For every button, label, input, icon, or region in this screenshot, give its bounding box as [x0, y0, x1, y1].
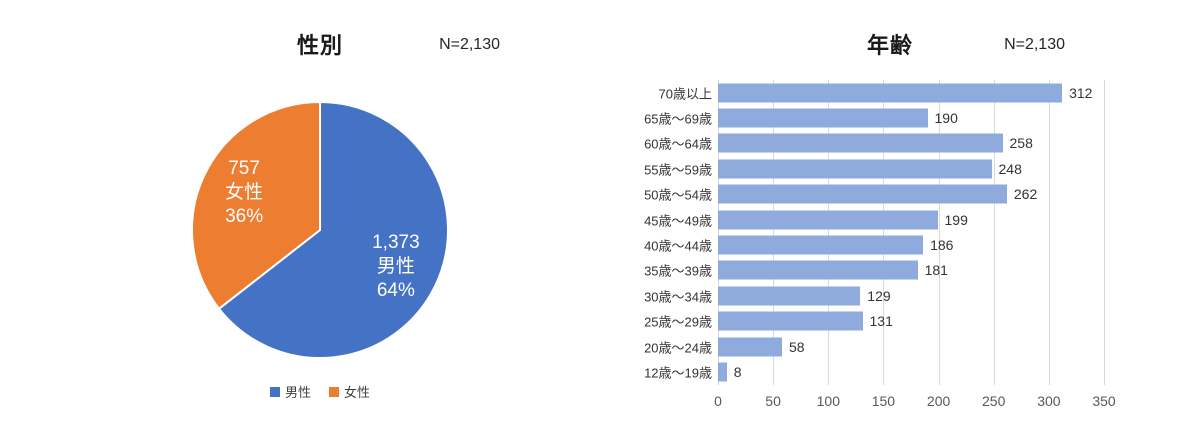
bar — [718, 159, 992, 179]
bar-row: 70歳以上 312 — [620, 80, 1160, 105]
gender-pie-chart: 1,373 男性 64% 757 女性 36% — [190, 100, 450, 360]
value-label: 312 — [1069, 84, 1093, 101]
x-tick-label: 0 — [714, 392, 722, 409]
bar — [718, 260, 918, 280]
age-bar-chart-panel: 年齢 N=2,130 0 50 100 150 200 250 300 350 70歳以上 312… — [620, 20, 1160, 425]
bar-row: 12歳〜19歳 8 — [620, 359, 1160, 384]
pie-svg — [191, 100, 449, 359]
pie-slice-label-女性: 757 女性 36% — [225, 157, 264, 227]
gridline — [938, 80, 940, 385]
pie-sample-size-label: N=2,130 — [439, 36, 500, 53]
bar — [718, 337, 782, 357]
legend-swatch-icon — [269, 386, 280, 397]
value-label: 8 — [733, 364, 742, 381]
x-tick-label: 100 — [816, 392, 840, 409]
pie-chart-title: 性別 — [296, 33, 343, 58]
x-tick-label: 250 — [982, 392, 1006, 409]
legend-label: 男性 — [284, 385, 311, 400]
bar-row: 35歳〜39歳 181 — [620, 258, 1160, 283]
x-tick-label: 150 — [871, 392, 896, 409]
legend-swatch-icon — [329, 386, 339, 397]
bar-row: 20歳〜24歳 58 — [620, 334, 1160, 359]
category-label: 35歳〜39歳 — [644, 263, 712, 279]
gridline — [1048, 80, 1050, 385]
value-label: 129 — [867, 287, 891, 304]
category-label: 70歳以上 — [658, 86, 712, 102]
bar-row: 30歳〜34歳 129 — [620, 283, 1160, 308]
legend-item-男性: 男性 — [269, 382, 311, 401]
pie-slice-女性 — [191, 100, 321, 311]
category-label: 30歳〜34歳 — [644, 289, 712, 305]
value-label: 58 — [789, 338, 805, 355]
bar-row: 55歳〜59歳 248 — [620, 156, 1160, 181]
bar-row: 25歳〜29歳 131 — [620, 309, 1160, 334]
gridline — [773, 80, 775, 385]
legend-item-女性: 女性 — [329, 382, 370, 401]
category-label: 25歳〜29歳 — [644, 314, 712, 330]
x-tick-label: 300 — [1037, 392, 1061, 409]
gridline — [718, 80, 719, 385]
category-label: 40歳〜44歳 — [644, 238, 712, 254]
category-label: 60歳〜64歳 — [644, 136, 712, 152]
category-label: 12歳〜19歳 — [644, 365, 712, 381]
gridline — [993, 80, 995, 385]
value-label: 258 — [1009, 135, 1033, 152]
category-label: 55歳〜59歳 — [644, 162, 712, 178]
bar-row: 60歳〜64歳 258 — [620, 131, 1160, 156]
age-bar-chart: 0 50 100 150 200 250 300 350 70歳以上 312 65歳〜69歳 190 6… — [620, 80, 1160, 425]
bar — [718, 311, 863, 331]
bar — [718, 184, 1007, 204]
value-label: 131 — [869, 313, 893, 330]
bar-sample-size-label: N=2,130 — [1004, 36, 1065, 53]
pie-slice-男性 — [217, 100, 449, 359]
gender-pie-chart-panel: 性別 N=2,130 1,373 男性 64% 757 女性 36% 男性 女性 — [95, 20, 545, 425]
bar — [718, 235, 924, 255]
bar — [718, 108, 928, 128]
value-label: 262 — [1013, 186, 1038, 203]
legend-label: 女性 — [344, 385, 371, 400]
category-label: 20歳〜24歳 — [644, 340, 712, 356]
x-tick-label: 200 — [926, 392, 951, 409]
value-label: 190 — [934, 110, 958, 127]
bar-row: 40歳〜44歳 186 — [620, 232, 1160, 257]
pie-slice-label-男性: 1,373 男性 64% — [372, 232, 420, 302]
bar-chart-title: 年齢 — [866, 33, 913, 58]
value-label: 181 — [924, 262, 948, 279]
bar-row: 50歳〜54歳 262 — [620, 182, 1160, 207]
gridline — [828, 80, 830, 385]
bar-row: 45歳〜49歳 199 — [620, 207, 1160, 232]
bar — [718, 362, 727, 382]
bar-row: 65歳〜69歳 190 — [620, 105, 1160, 130]
value-label: 199 — [944, 211, 968, 228]
category-label: 50歳〜54歳 — [644, 187, 712, 203]
category-label: 65歳〜69歳 — [644, 111, 712, 127]
x-tick-label: 350 — [1092, 392, 1116, 409]
value-label: 186 — [930, 237, 954, 254]
bar — [718, 83, 1063, 103]
x-tick-label: 50 — [765, 392, 781, 409]
gridline — [883, 80, 885, 385]
bar — [718, 210, 938, 230]
value-label: 248 — [998, 160, 1022, 177]
bar — [718, 133, 1003, 153]
bar — [718, 286, 861, 306]
gridline — [1104, 80, 1105, 385]
pie-legend: 男性 女性 — [95, 382, 545, 401]
category-label: 45歳〜49歳 — [644, 213, 712, 229]
